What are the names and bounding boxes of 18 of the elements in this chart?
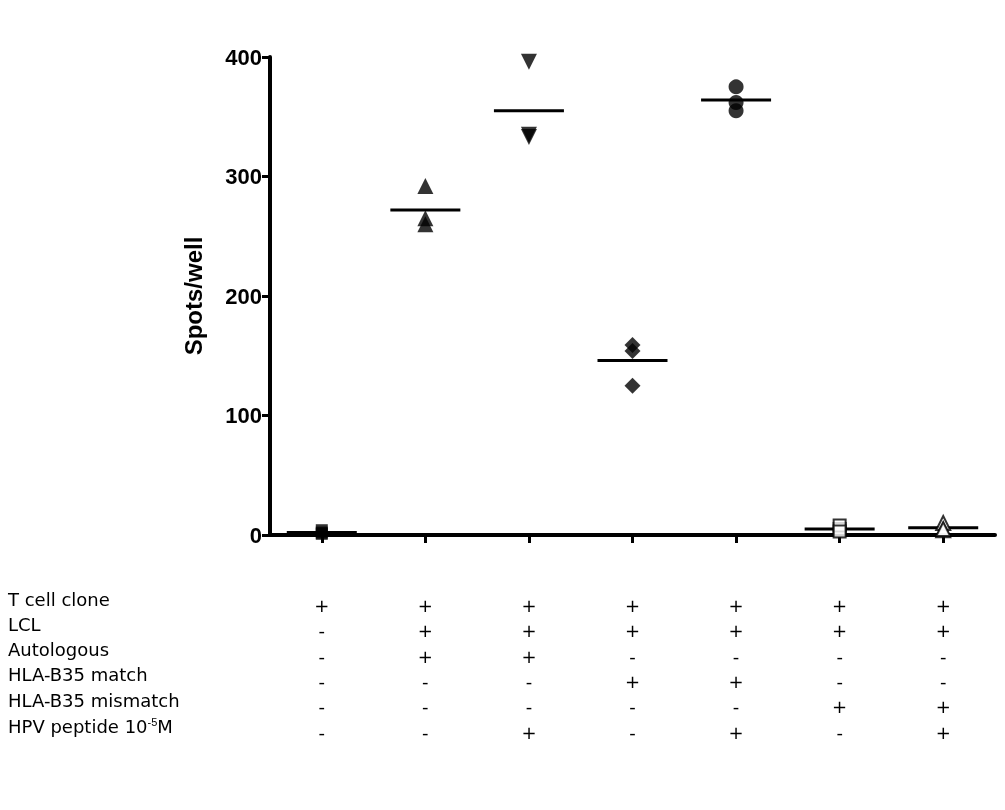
x-tick-label: + + - + - + xyxy=(728,595,744,743)
y-tick-label: 0 xyxy=(249,522,262,548)
x-tick-label: + - - - - - xyxy=(314,595,330,743)
y-tick-label: 400 xyxy=(225,44,262,70)
text: T cell clone xyxy=(7,588,110,610)
y-tick-label: 200 xyxy=(225,283,262,309)
x-tick-label: + + + - - + xyxy=(521,595,537,743)
x-tick-label: + + - + - - xyxy=(624,595,641,743)
y-tick-label: 100 xyxy=(225,403,262,428)
x-tick-label: + + - - + + xyxy=(935,595,951,743)
text: LCL xyxy=(8,613,41,635)
text: Autologous xyxy=(8,639,110,661)
y-tick-label: 300 xyxy=(225,164,262,189)
x-tick-label: + + + - - - xyxy=(417,595,433,743)
y-axis-title: Spots/well xyxy=(179,236,207,356)
text: HLA-B35 match xyxy=(8,664,148,686)
x-tick-label: + + - - + - xyxy=(832,595,848,743)
text: HLA-B35 mismatch xyxy=(8,689,180,711)
